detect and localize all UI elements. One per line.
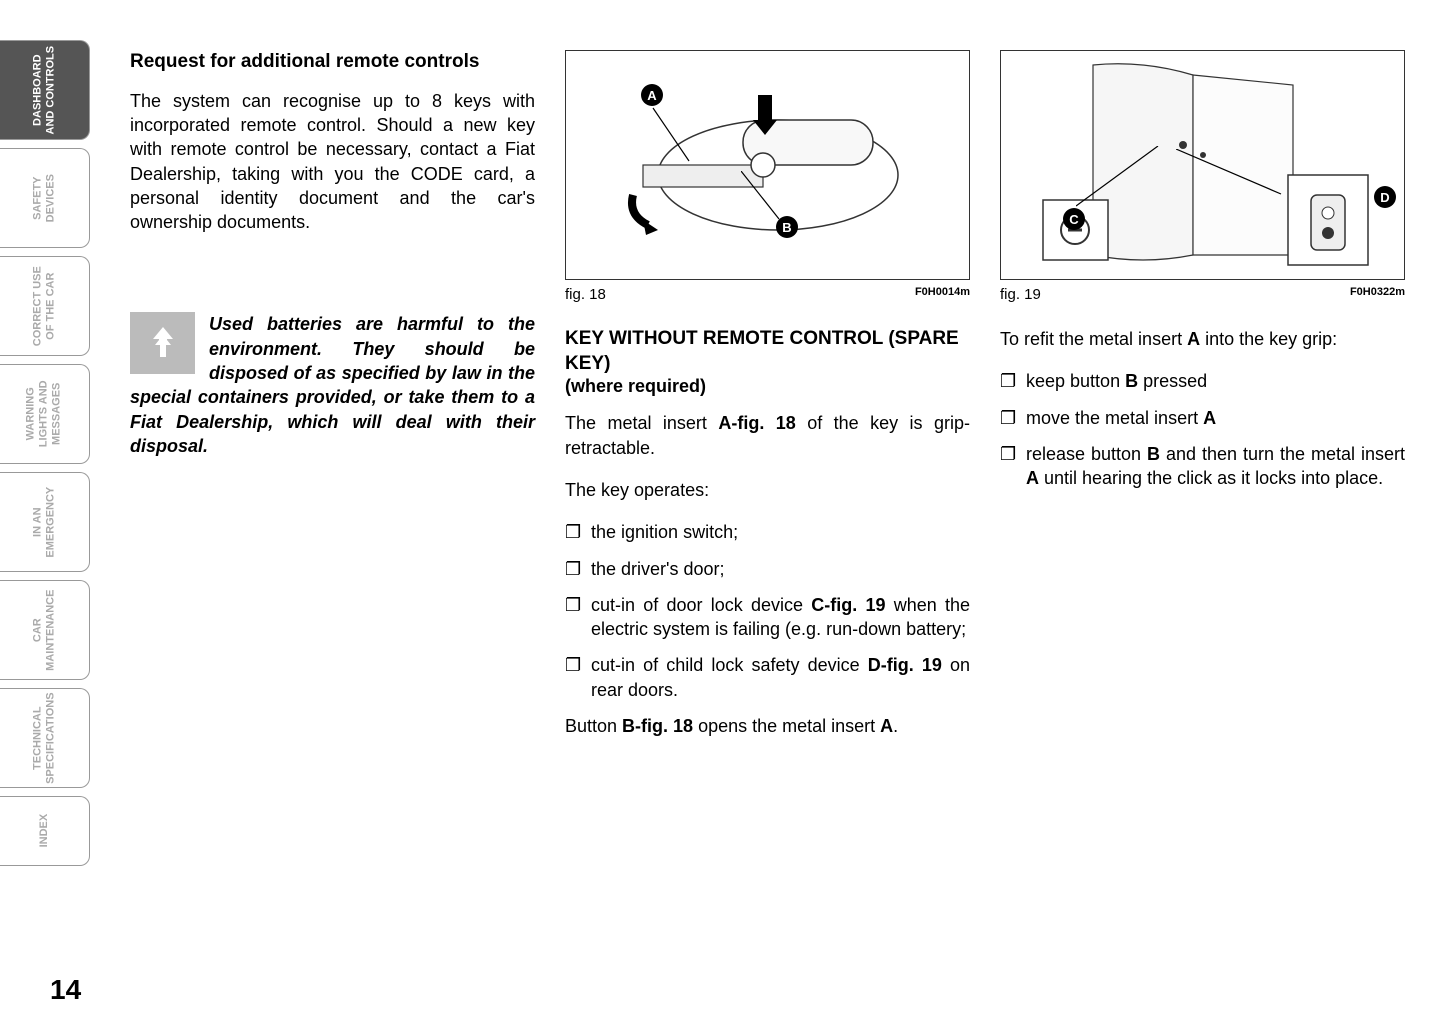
tab-label: SAFETY DEVICES [31,154,57,243]
text: the ignition switch; [591,520,738,544]
text: opens the metal insert [693,716,880,736]
manual-page: DASHBOARD AND CONTROLS SAFETY DEVICES CO… [0,0,1445,1026]
text: and then turn the metal insert [1160,444,1405,464]
tab-label: CAR MAINTENANCE [31,586,57,675]
figure-18: A B [565,50,970,280]
callout-d: D [1374,186,1396,208]
column-1: Request for additional remote controls T… [130,50,535,1026]
list-item: ❐cut-in of child lock safety device D-fi… [565,653,970,702]
text: cut-in of child lock safety device D-fig… [591,653,970,702]
text: cut-in of door lock device C-fig. 19 whe… [591,593,970,642]
bullet-icon: ❐ [1000,442,1026,491]
column-2: A B fig. 18 F0H0014m KEY WITHOUT REMOTE … [565,50,970,1026]
tab-correct-use[interactable]: CORRECT USE OF THE CAR [0,256,90,356]
bullet-icon: ❐ [1000,369,1026,393]
list-item: ❐release button B and then turn the meta… [1000,442,1405,491]
text: release button [1026,444,1147,464]
tab-label: IN AN EMERGENCY [31,478,57,567]
list-item: ❐keep button B pressed [1000,369,1405,393]
tab-warning-lights[interactable]: WARNING LIGHTS AND MESSAGES [0,364,90,464]
text: into the key grip: [1200,329,1337,349]
bullet-icon: ❐ [565,653,591,702]
text: cut-in of child lock safety device [591,655,868,675]
paragraph: To refit the metal insert A into the key… [1000,327,1405,351]
bullet-icon: ❐ [565,520,591,544]
text: pressed [1138,371,1207,391]
list-item: ❐the driver's door; [565,557,970,581]
list-item: ❐the ignition switch; [565,520,970,544]
fig-code: F0H0322m [1350,286,1405,303]
text: The metal insert [565,413,718,433]
text-bold: A [1187,329,1200,349]
tab-maintenance[interactable]: CAR MAINTENANCE [0,580,90,680]
figure-caption: fig. 19 F0H0322m [1000,286,1405,303]
text: cut-in of door lock device [591,595,811,615]
text: until hearing the click as it locks into… [1039,468,1383,488]
text-bold: A [880,716,893,736]
column-3: C D fig. 19 F0H0322m To refit the metal … [1000,50,1405,1026]
text: Button [565,716,622,736]
text: keep button B pressed [1026,369,1207,393]
tab-label: DASHBOARD AND CONTROLS [31,46,57,135]
text: release button B and then turn the metal… [1026,442,1405,491]
tab-label: WARNING LIGHTS AND MESSAGES [25,370,65,459]
tab-emergency[interactable]: IN AN EMERGENCY [0,472,90,572]
callout-a: A [641,84,663,106]
section-subtitle: (where required) [565,376,970,397]
paragraph: The metal insert A-fig. 18 of the key is… [565,411,970,460]
warning-box: Used batteries are harmful to the enviro… [130,312,535,458]
tab-index[interactable]: INDEX [0,796,90,866]
recycle-icon [130,312,195,374]
text: keep button [1026,371,1125,391]
paragraph: The key operates: [565,478,970,502]
tab-label: INDEX [38,787,51,876]
text: move the metal insert A [1026,406,1216,430]
text-bold: B-fig. 18 [622,716,693,736]
section-heading: Request for additional remote controls [130,50,535,75]
bullet-icon: ❐ [1000,406,1026,430]
text-bold: A [1203,408,1216,428]
text-bold: A-fig. 18 [718,413,795,433]
tab-label: CORRECT USE OF THE CAR [31,262,57,351]
bullet-icon: ❐ [565,557,591,581]
text: To refit the metal insert [1000,329,1187,349]
tab-technical[interactable]: TECHNICAL SPECIFICATIONS [0,688,90,788]
figure-19: C D [1000,50,1405,280]
fig-label: fig. 18 [565,286,606,303]
fig-label: fig. 19 [1000,286,1041,303]
figure-caption: fig. 18 F0H0014m [565,286,970,303]
paragraph: Button B-fig. 18 opens the metal insert … [565,714,970,738]
section-title: KEY WITHOUT REMOTE CONTROL (SPARE KEY) [565,327,970,376]
text-bold: B [1125,371,1138,391]
text: the driver's door; [591,557,725,581]
tab-dashboard[interactable]: DASHBOARD AND CONTROLS [0,40,90,140]
text: . [893,716,898,736]
fig-code: F0H0014m [915,286,970,303]
text-bold: C-fig. 19 [811,595,885,615]
list-item: ❐move the metal insert A [1000,406,1405,430]
list-item: ❐cut-in of door lock device C-fig. 19 wh… [565,593,970,642]
page-number: 14 [50,974,81,1006]
text-bold: D-fig. 19 [868,655,942,675]
tab-safety[interactable]: SAFETY DEVICES [0,148,90,248]
text-bold: B [1147,444,1160,464]
section-tabs: DASHBOARD AND CONTROLS SAFETY DEVICES CO… [0,0,90,1026]
tab-label: TECHNICAL SPECIFICATIONS [31,692,57,783]
bullet-icon: ❐ [565,593,591,642]
text-bold: A [1026,468,1039,488]
text: move the metal insert [1026,408,1203,428]
body-paragraph: The system can recognise up to 8 keys wi… [130,89,535,235]
page-content: Request for additional remote controls T… [90,0,1445,1026]
